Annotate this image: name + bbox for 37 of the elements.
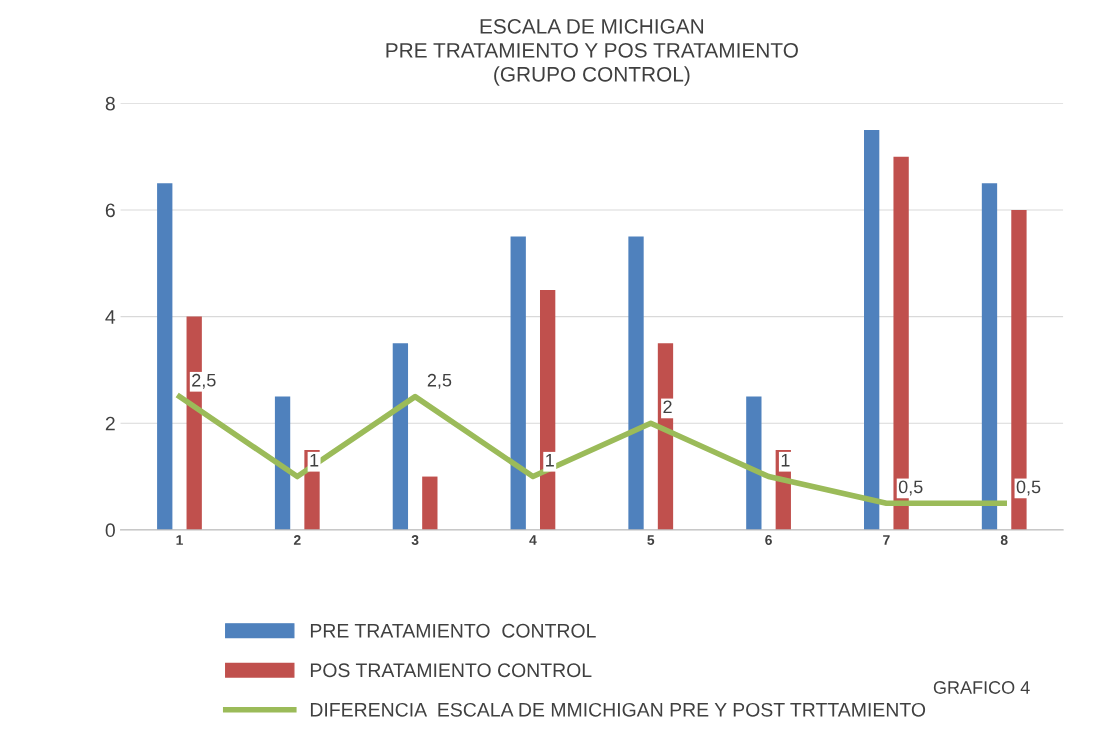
y-tick-label: 0 xyxy=(105,523,115,538)
legend-label: POS TRATAMIENTO CONTROL xyxy=(310,663,592,678)
x-tick-label: 1 xyxy=(176,535,183,545)
bar xyxy=(274,396,291,530)
bar xyxy=(746,396,762,530)
bar xyxy=(392,343,409,530)
bar xyxy=(864,129,880,530)
data-label: 2,5 xyxy=(192,373,216,389)
data-label: 0,5 xyxy=(1016,480,1041,496)
y-tick-label: 6 xyxy=(105,203,115,218)
x-tick-label: 7 xyxy=(883,535,890,545)
bar xyxy=(422,476,438,530)
data-label: 0,5 xyxy=(898,480,923,496)
bar xyxy=(157,183,173,530)
bar xyxy=(981,183,998,530)
text: GRAFICO 4 xyxy=(933,681,1030,694)
data-label: 1 xyxy=(310,454,319,467)
bar xyxy=(628,236,644,530)
legend-label: DIFERENCIA ESCALA DE MMICHIGAN PRE Y POST TRTTAMIENTO xyxy=(310,702,926,717)
bar xyxy=(540,289,556,530)
x-tick-label: 3 xyxy=(411,535,419,545)
x-tick-label: 4 xyxy=(529,535,537,545)
x-tick-label: 6 xyxy=(765,535,772,545)
x-tick-label: 8 xyxy=(1000,535,1008,545)
data-label: 1 xyxy=(781,454,790,467)
y-tick-label: 8 xyxy=(105,96,115,111)
legend-label: PRE TRATAMIENTO CONTROL xyxy=(310,623,596,638)
data-label: 2 xyxy=(663,400,672,414)
data-label: 1 xyxy=(546,454,554,467)
x-tick-label: 5 xyxy=(647,535,655,545)
chart-title: ESCALA DE MICHIGAN PRE TRATAMIENTO Y POS TRATAMIENTO (GRUPO CONTROL) xyxy=(386,19,798,86)
bar xyxy=(657,343,674,530)
x-tick-label: 2 xyxy=(293,535,301,545)
data-label: 2,5 xyxy=(427,373,452,389)
y-tick-label: 2 xyxy=(105,416,115,431)
bar xyxy=(510,236,526,530)
y-tick-label: 4 xyxy=(105,310,116,324)
